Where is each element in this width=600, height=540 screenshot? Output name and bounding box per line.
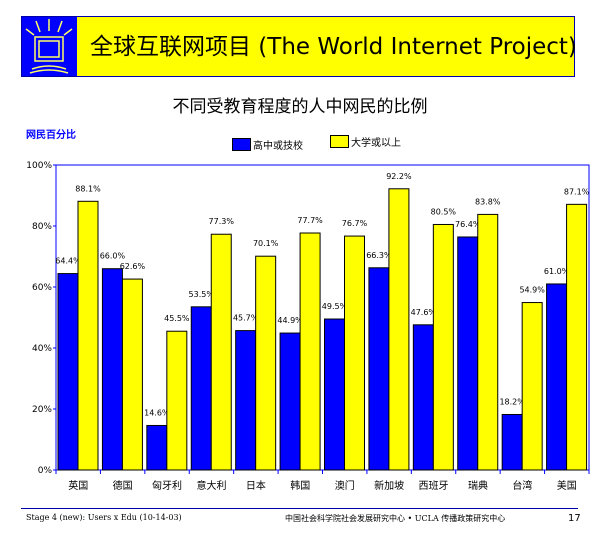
y-tick-label: 0%: [38, 466, 53, 476]
legend-label: 高中或技校: [253, 141, 303, 152]
bar: [101, 268, 123, 471]
monitor-logo-icon: [22, 17, 77, 76]
x-tick-label: 匈牙利: [152, 479, 182, 492]
bar: [324, 318, 345, 471]
data-label: 76.7%: [342, 219, 368, 228]
data-label: 49.5%: [322, 302, 348, 311]
x-tick-label: 澳门: [335, 479, 355, 492]
plot-area: [55, 164, 590, 471]
x-tick-label: 意大利: [196, 479, 226, 492]
data-label: 62.6%: [120, 262, 146, 271]
data-label: 77.3%: [209, 217, 235, 226]
x-tick-label: 韩国: [290, 479, 310, 492]
y-tick-label: 80%: [32, 222, 52, 232]
bar: [77, 200, 99, 471]
y-tick-label: 60%: [32, 283, 52, 293]
data-label: 88.1%: [75, 184, 101, 193]
bar: [190, 306, 212, 471]
data-label: 54.9%: [519, 286, 545, 295]
x-tick-label: 西班牙: [419, 480, 449, 492]
bar: [432, 223, 454, 471]
data-label: 18.2%: [499, 397, 525, 406]
x-tick-label: 美国: [557, 479, 577, 492]
bar: [477, 213, 499, 471]
bar: [255, 255, 277, 471]
legend-label: 大学或以上: [351, 138, 401, 149]
bar: [299, 232, 321, 471]
data-label: 87.1%: [564, 187, 590, 196]
bar: [344, 235, 365, 471]
data-label: 53.5%: [189, 290, 215, 299]
bar: [146, 424, 168, 471]
data-label: 66.3%: [366, 251, 392, 260]
data-label: 70.1%: [253, 239, 279, 248]
legend-swatch: [232, 138, 251, 151]
bar: [166, 330, 188, 471]
x-tick-label: 英国: [68, 479, 88, 492]
data-label: 92.2%: [386, 172, 412, 181]
bar: [121, 278, 143, 471]
bar: [210, 233, 232, 471]
x-tick-label: 台湾: [512, 479, 532, 492]
bar: [279, 332, 301, 471]
bar: [368, 267, 390, 471]
data-label: 80.5%: [431, 207, 457, 216]
bar: [412, 324, 434, 471]
data-label: 66.0%: [100, 252, 126, 261]
bar-chart: 0% 20% 40% 60% 80% 100% 英国 64.4% 88.1% 德国 66.0%62.…: [26, 161, 590, 492]
data-label: 76.4%: [455, 220, 481, 229]
header-banner: 全球互联网项目 (The World Internet Project): [21, 16, 577, 77]
data-label: 47.6%: [411, 308, 437, 317]
y-tick-label: 40%: [32, 344, 52, 354]
bar: [566, 203, 588, 471]
bar: [457, 236, 479, 471]
data-label: 61.0%: [544, 267, 570, 276]
data-label: 64.4%: [55, 257, 81, 266]
bar: [388, 188, 410, 471]
x-tick-label: 新加坡: [374, 479, 404, 492]
bar: [57, 273, 79, 471]
y-tick-label: 100%: [26, 161, 52, 171]
legend-item-1: 大学或以上: [330, 134, 401, 149]
banner-title: 全球互联网项目 (The World Internet Project): [90, 34, 577, 60]
data-label: 45.7%: [233, 314, 259, 323]
bar: [235, 330, 257, 471]
y-axis-label: 网民百分比: [26, 130, 76, 141]
data-label: 14.6%: [144, 408, 170, 417]
x-tick-label: 瑞典: [468, 479, 488, 492]
legend-item-0: 高中或技校: [232, 137, 303, 152]
data-label: 77.7%: [297, 216, 323, 225]
page-number: 17: [568, 513, 581, 524]
footer-center: 中国社会科学院社会发展研究中心 • UCLA 传播政策研究中心: [285, 514, 506, 523]
legend-swatch: [330, 135, 349, 148]
chart-title: 不同受教育程度的人中网民的比例: [172, 97, 428, 117]
bar: [521, 302, 543, 471]
footer-left: Stage 4 (new): Users x Edu (10-14-03): [26, 513, 182, 522]
x-tick-label: 德国: [113, 479, 133, 492]
bar: [546, 283, 568, 471]
bar: [501, 413, 523, 471]
footer-divider: [21, 508, 578, 509]
x-tick-label: 日本: [246, 479, 266, 492]
data-label: 44.9%: [277, 316, 303, 325]
data-label: 45.5%: [164, 314, 190, 323]
y-tick-label: 20%: [32, 405, 52, 415]
data-label: 83.8%: [475, 197, 501, 206]
